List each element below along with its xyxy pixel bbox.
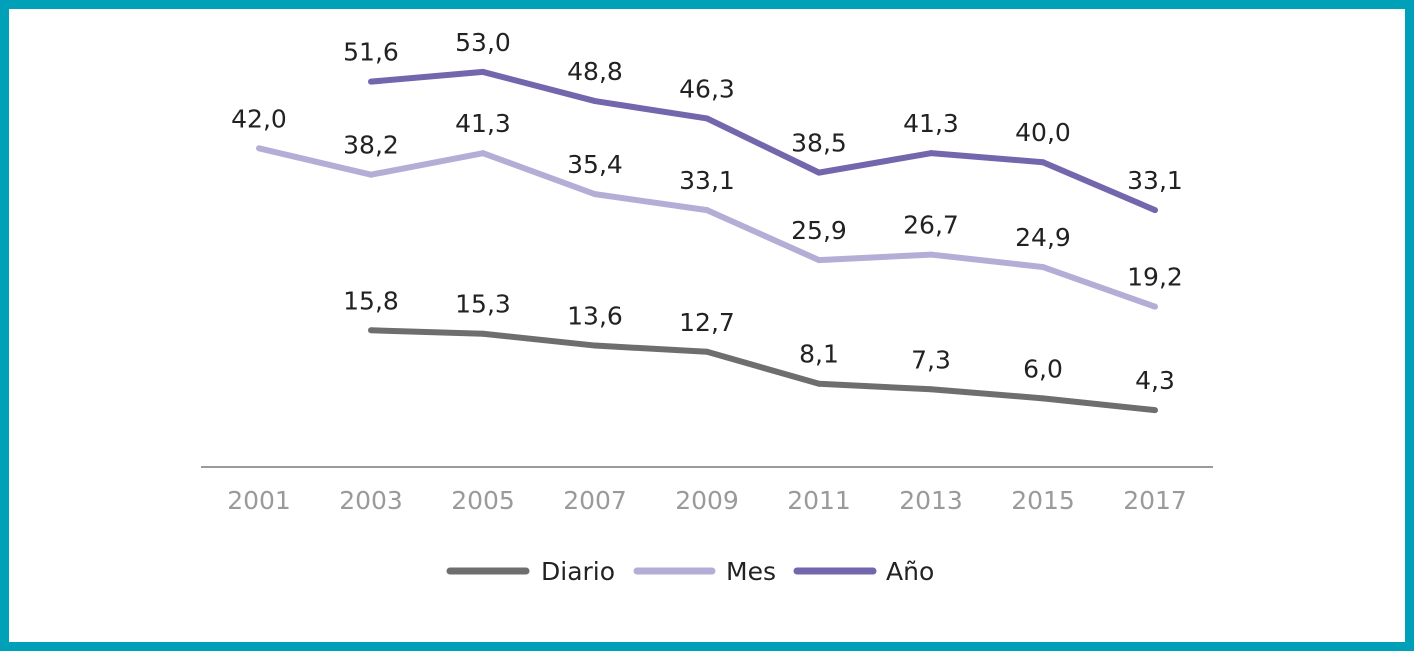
legend-label-ano: Año [886,557,934,586]
legend-item-mes: Mes [633,557,776,586]
series-line-ano [370,68,1157,213]
data-label-mes: 26,7 [903,211,959,240]
data-point-mes [928,251,934,258]
data-label-mes: 42,0 [231,104,287,133]
data-label-mes: 41,3 [455,109,511,138]
data-point-diario [1040,395,1046,402]
data-point-mes [592,191,598,198]
x-tick-label: 2001 [227,486,291,515]
data-label-diario: 4,3 [1135,366,1175,395]
x-tick-label: 2011 [787,486,851,515]
series-layer [256,68,1158,414]
data-point-diario [368,327,374,334]
data-label-ano: 41,3 [903,109,959,138]
x-tick-label: 2009 [675,486,739,515]
data-label-diario: 8,1 [799,340,839,369]
legend-label-diario: Diario [541,557,615,586]
x-tick-label: 2007 [563,486,627,515]
data-label-ano: 33,1 [1127,166,1183,195]
data-point-diario [480,330,486,337]
data-point-diario [1152,407,1158,414]
data-label-ano: 53,0 [455,28,511,57]
legend: Diario Mes Año [446,557,934,586]
legend-item-diario: Diario [446,557,615,586]
x-tick-label: 2017 [1123,486,1187,515]
data-point-ano [592,98,598,105]
data-label-mes: 33,1 [679,166,735,195]
data-point-mes [1152,303,1158,310]
x-tick-labels: 2001 2003 2005 2007 2009 2011 2013 2015 2017 [227,486,1187,515]
data-point-ano [480,68,486,75]
data-label-diario: 12,7 [679,308,735,337]
data-point-mes [1040,264,1046,271]
data-label-mes: 38,2 [343,131,399,160]
x-tick-label: 2015 [1011,486,1075,515]
data-point-ano [1040,159,1046,166]
data-label-ano: 40,0 [1015,118,1071,147]
x-tick-label: 2003 [339,486,403,515]
data-label-diario: 6,0 [1023,354,1063,383]
data-label-ano: 46,3 [679,74,735,103]
data-point-diario [592,342,598,349]
x-tick-label: 2013 [899,486,963,515]
x-tick-label: 2005 [451,486,515,515]
data-point-diario [816,380,822,387]
data-label-diario: 15,8 [343,286,399,315]
data-label-mes: 25,9 [791,216,847,245]
data-point-ano [1152,207,1158,214]
data-point-mes [480,150,486,157]
data-point-ano [704,115,710,122]
data-point-ano [928,150,934,157]
data-point-mes [368,171,374,178]
data-labels: 15,8 15,3 13,6 12,7 8,1 7,3 6,0 4,3 42,0 38,2 41,3… [231,28,1183,395]
data-label-mes: 19,2 [1127,263,1183,292]
data-label-ano: 51,6 [343,38,399,67]
data-label-ano: 48,8 [567,57,623,86]
data-point-ano [816,169,822,176]
data-point-ano [368,78,374,85]
data-label-diario: 13,6 [567,302,623,331]
data-point-mes [704,207,710,214]
data-label-diario: 7,3 [911,345,951,374]
data-label-mes: 35,4 [567,150,623,179]
data-label-diario: 15,3 [455,290,511,319]
data-point-mes [816,257,822,264]
legend-label-mes: Mes [726,557,776,586]
data-label-mes: 24,9 [1015,223,1071,252]
series-line-diario [370,327,1156,414]
data-point-diario [704,348,710,355]
data-point-mes [256,145,262,152]
legend-item-ano: Año [793,557,934,586]
data-point-diario [928,386,934,393]
data-label-ano: 38,5 [791,129,847,158]
